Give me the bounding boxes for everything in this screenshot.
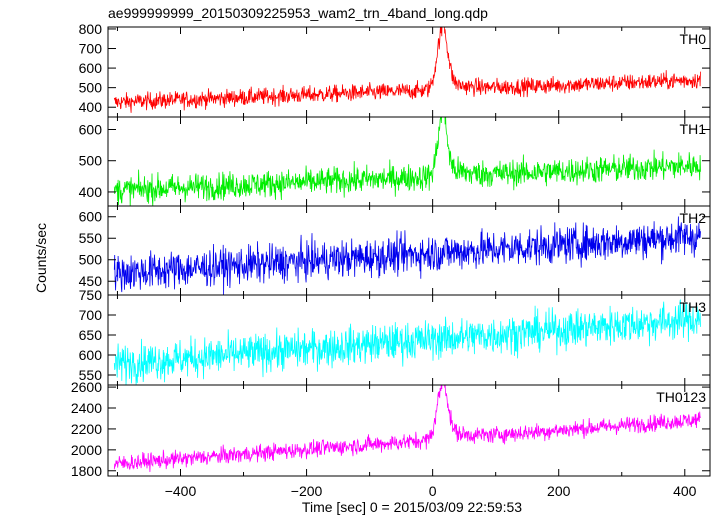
series-th2-line	[113, 216, 701, 295]
series-th0-line	[113, 27, 701, 113]
y-tick-label: 700	[79, 41, 103, 57]
x-tick-label: 0	[429, 483, 437, 499]
panels-group: 400 500 600 700 800 TH0 400 500 600 TH1 450 500 550 6…	[71, 21, 711, 479]
panel-label-th1: TH1	[680, 121, 707, 137]
y-tick-label: 600	[79, 209, 103, 225]
y-tick-label: 2000	[71, 442, 102, 458]
y-tick-label: 550	[79, 367, 103, 383]
y-tick-label: 450	[79, 273, 103, 289]
panel-th0123: 1800 2000 2200 2400 2600 TH0123	[71, 379, 711, 479]
y-tick-label: 2200	[71, 421, 102, 437]
panel-th1: 400 500 600 TH1	[79, 116, 711, 207]
y-tick-label: 750	[79, 287, 103, 303]
y-tick-label: 500	[79, 153, 103, 169]
panel-label-th0123: TH0123	[656, 389, 706, 405]
y-tick-label: 650	[79, 327, 103, 343]
y-tick-label: 600	[79, 347, 103, 363]
series-th1-line	[113, 117, 701, 206]
series-th3-line	[113, 299, 701, 385]
y-tick-label: 400	[79, 99, 103, 115]
y-tick-label: 500	[79, 80, 103, 96]
x-tick-label: −200	[291, 483, 323, 499]
panel-label-th3: TH3	[680, 299, 707, 315]
x-tick-label: −400	[165, 483, 197, 499]
panel-label-th0: TH0	[680, 31, 707, 47]
y-tick-label: 800	[79, 21, 103, 37]
y-tick-label: 2600	[71, 379, 102, 395]
y-tick-label: 2400	[71, 400, 102, 416]
chart-title: ae999999999_20150309225953_wam2_trn_4ban…	[108, 5, 488, 21]
panel-th2: 450 500 550 600 TH2	[79, 205, 711, 296]
panel-frame	[107, 384, 711, 477]
panel-label-th2: TH2	[680, 210, 707, 226]
y-tick-label: 400	[79, 184, 103, 200]
panel-th0: 400 500 600 700 800 TH0	[79, 21, 711, 118]
series-th0123-line	[113, 385, 701, 473]
panel-th3: 550 600 650 700 750 TH3	[79, 287, 711, 386]
y-tick-label: 700	[79, 307, 103, 323]
x-axis: −400 −200 0 200 400	[165, 483, 697, 499]
y-tick-label: 1800	[71, 463, 102, 479]
x-tick-label: 400	[673, 483, 697, 499]
x-axis-title: Time [sec] 0 = 2015/03/09 22:59:53	[302, 499, 522, 515]
y-tick-label: 550	[79, 230, 103, 246]
y-tick-label: 600	[79, 121, 103, 137]
y-tick-label: 500	[79, 252, 103, 268]
y-axis-title: Counts/sec	[33, 223, 49, 293]
y-tick-label: 600	[79, 60, 103, 76]
x-tick-label: 200	[547, 483, 571, 499]
